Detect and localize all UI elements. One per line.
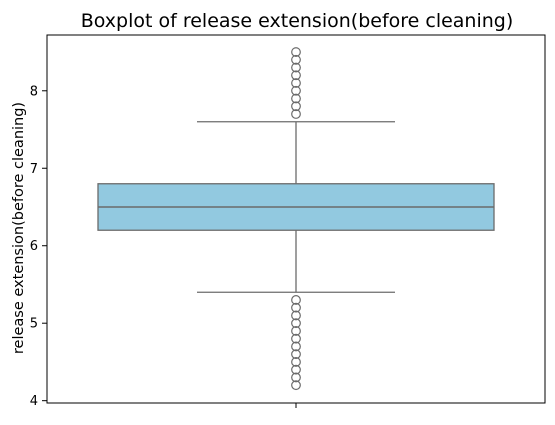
y-axis-label: release extension(before cleaning) [11,102,27,354]
plot-area: 4 5 6 7 8 [30,35,545,409]
y-tick-label: 7 [30,162,38,177]
y-tick-label: 4 [30,394,38,409]
y-tick-label: 8 [30,84,38,99]
chart-title: Boxplot of release extension(before clea… [81,10,514,32]
y-tick-label: 5 [30,317,38,332]
y-tick-label: 6 [30,239,38,254]
